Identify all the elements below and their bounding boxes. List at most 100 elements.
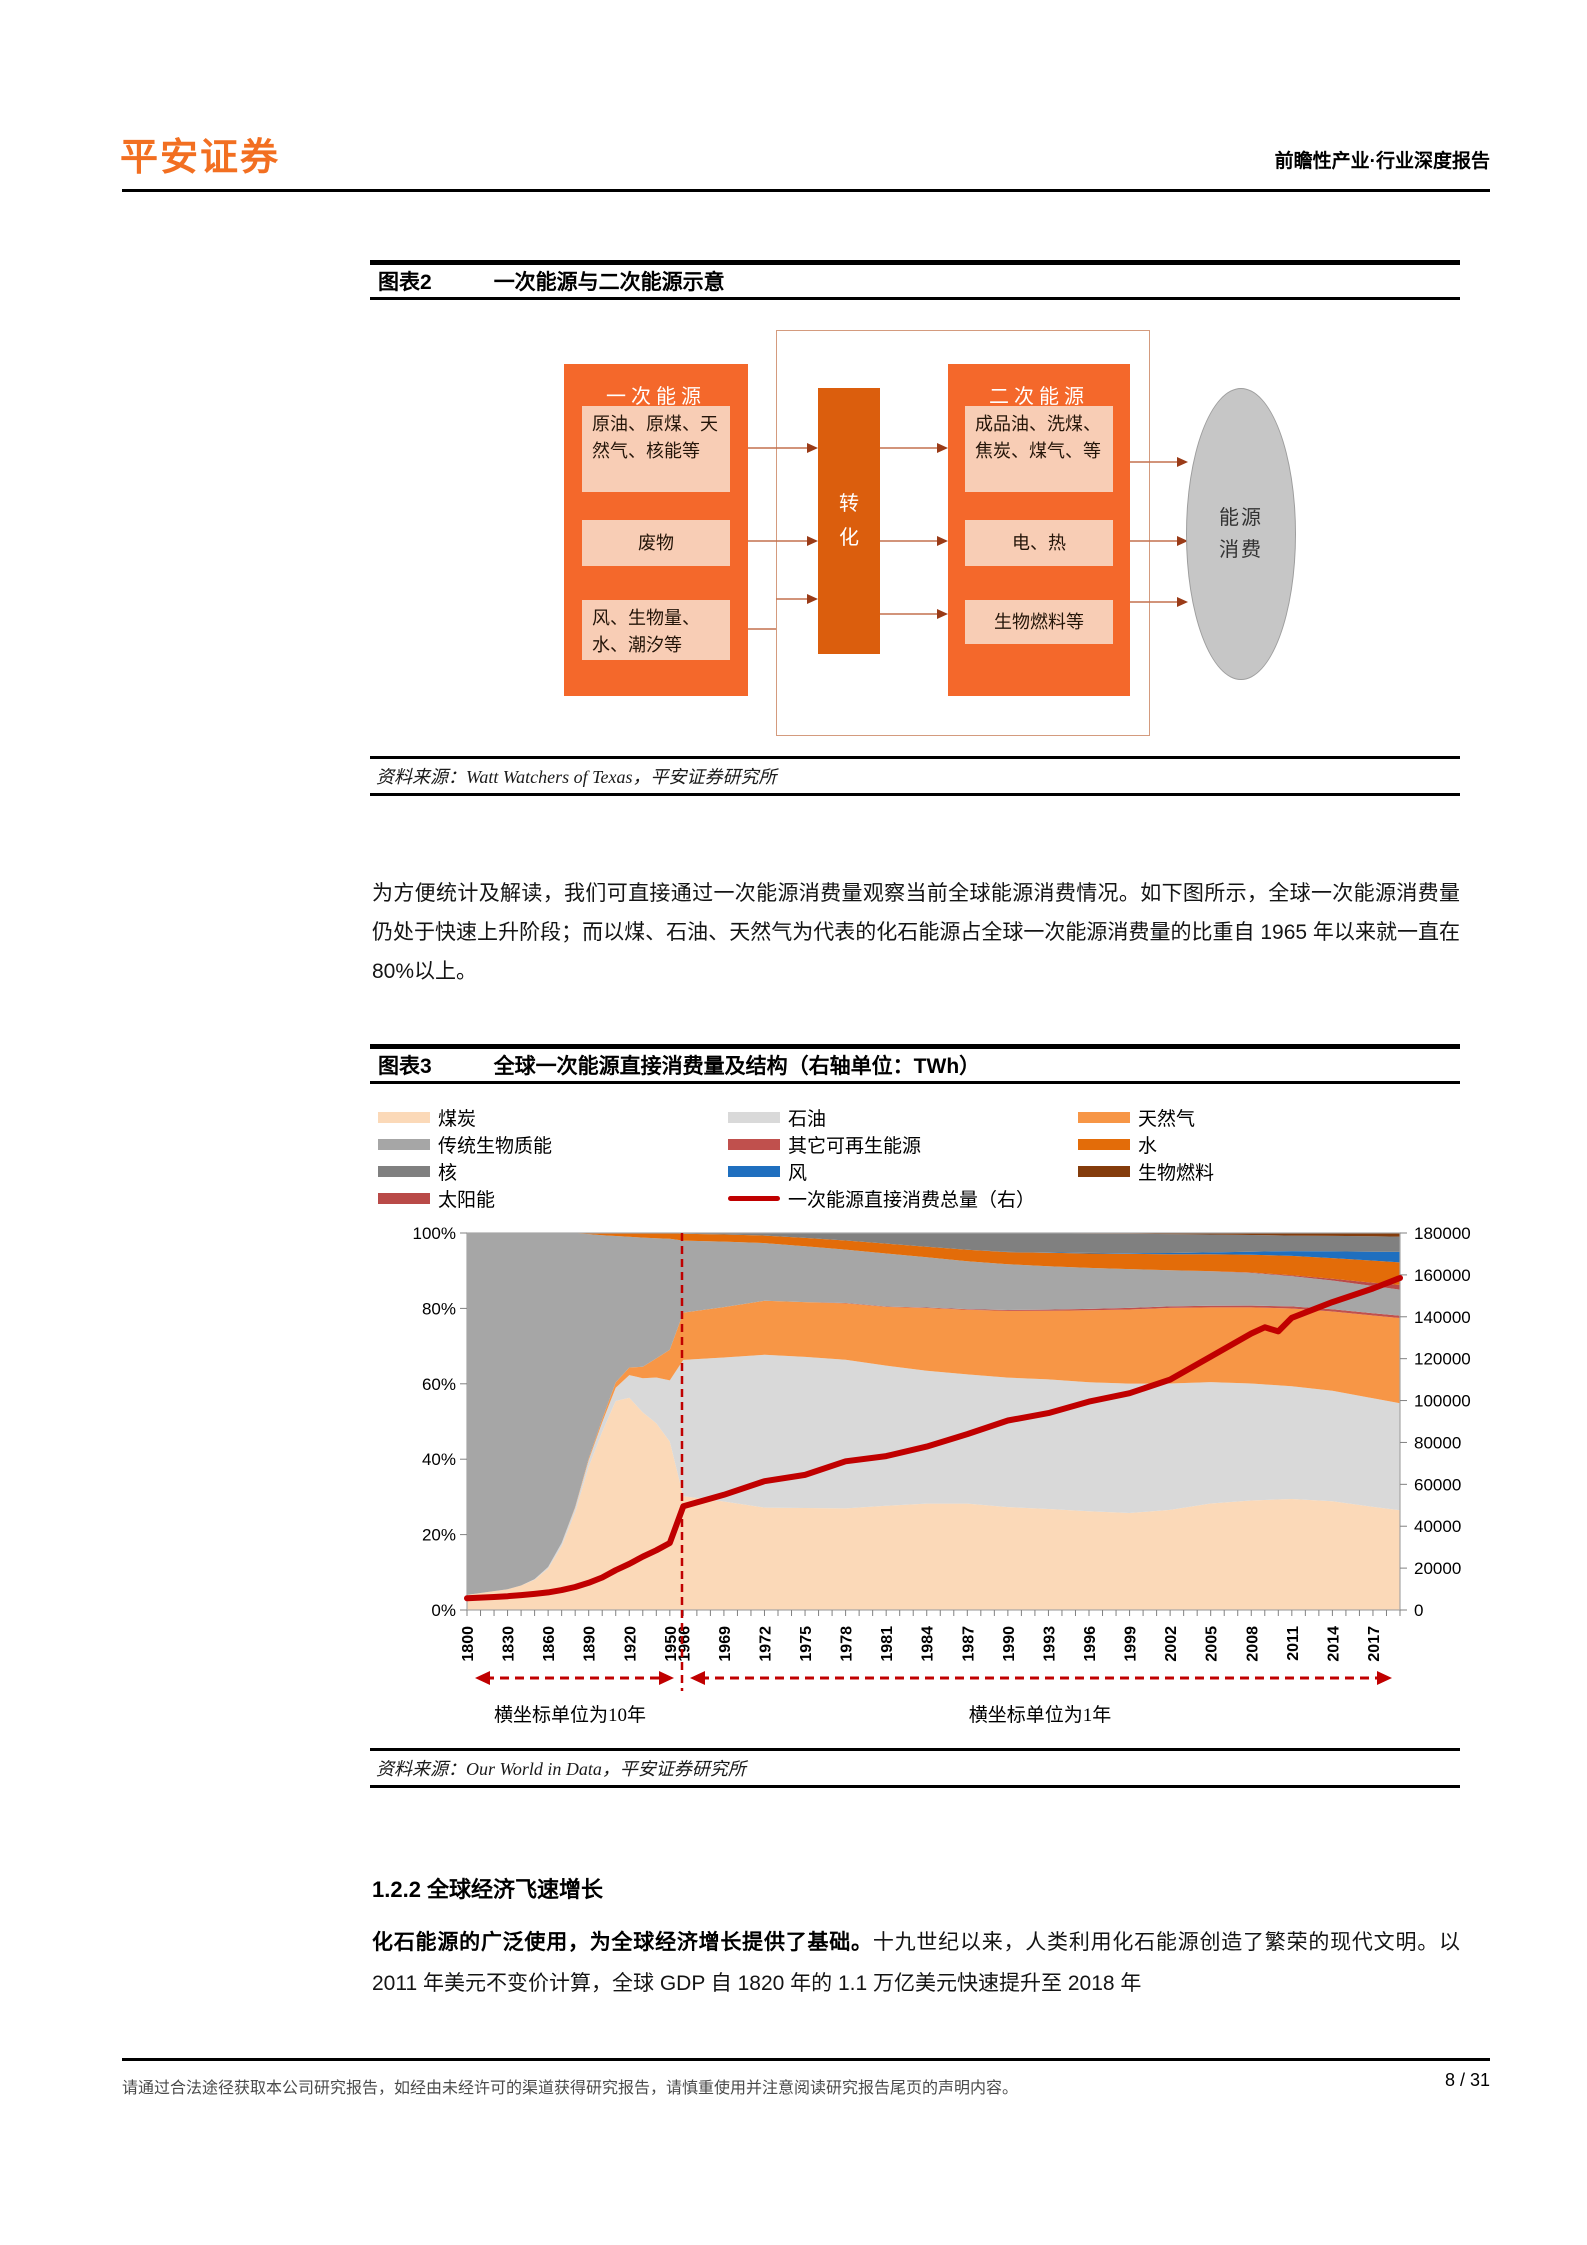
energy-consumption-ellipse: 能源消费 bbox=[1186, 388, 1296, 680]
arrowhead-right bbox=[1377, 1671, 1392, 1685]
legend-line-swatch bbox=[728, 1195, 780, 1201]
x-axis-note-left: 横坐标单位为10年 bbox=[493, 1705, 646, 1726]
y-right-tick-label: 100000 bbox=[1414, 1392, 1471, 1411]
legend-item: 生物燃料 bbox=[1078, 1160, 1215, 1184]
y-right-tick-label: 40000 bbox=[1414, 1517, 1461, 1536]
y-left-tick-label: 100% bbox=[413, 1224, 456, 1243]
figure3-source: 资料来源：Our World in Data，平安证券研究所 bbox=[370, 1748, 1460, 1788]
y-left-tick-label: 40% bbox=[422, 1450, 456, 1469]
legend-label: 石油 bbox=[788, 1108, 827, 1130]
bypass-outline bbox=[776, 330, 1150, 736]
primary-item-2: 废物 bbox=[582, 520, 730, 566]
x-tick-label: 2002 bbox=[1163, 1626, 1180, 1662]
x-tick-label: 1860 bbox=[541, 1626, 558, 1662]
legend-color-swatch bbox=[378, 1138, 430, 1150]
paragraph-2-lead: 化石能源的广泛使用，为全球经济增长提供了基础。 bbox=[372, 1931, 873, 1954]
y-right-tick-label: 160000 bbox=[1414, 1266, 1471, 1285]
brand-logo: 平安证券 bbox=[120, 137, 281, 179]
paragraph-2: 化石能源的广泛使用，为全球经济增长提供了基础。十九世纪以来，人类利用化石能源创造… bbox=[372, 1922, 1460, 2004]
legend-color-swatch bbox=[1078, 1138, 1130, 1150]
x-tick-label: 1950 bbox=[663, 1626, 680, 1662]
x-tick-label: 2017 bbox=[1366, 1626, 1383, 1662]
legend-item: 传统生物质能 bbox=[378, 1133, 553, 1157]
figure2-title-bar: 图表2 一次能源与二次能源示意 bbox=[370, 260, 1460, 300]
primary-item-3: 风、生物量、水、潮汐等 bbox=[582, 600, 730, 660]
legend-label: 水 bbox=[1138, 1135, 1158, 1157]
y-right-tick-label: 20000 bbox=[1414, 1559, 1461, 1578]
chart-legend: 煤炭传统生物质能核太阳能 石油其它可再生能源风一次能源直接消费总量（右） 天然气… bbox=[370, 1106, 1460, 1220]
legend-item: 天然气 bbox=[1078, 1106, 1214, 1130]
x-tick-label: 2011 bbox=[1285, 1626, 1302, 1661]
legend-color-swatch bbox=[1078, 1111, 1130, 1123]
primary-energy-title: 一次能源 bbox=[606, 386, 706, 408]
y-right-tick-label: 120000 bbox=[1414, 1350, 1471, 1369]
y-left-tick-label: 20% bbox=[422, 1526, 456, 1545]
total-consumption-line bbox=[464, 1275, 1403, 1602]
conversion-box: 转化 bbox=[818, 388, 880, 654]
x-tick-label: 1984 bbox=[920, 1626, 937, 1662]
area-series bbox=[467, 1233, 1400, 1254]
legend-label: 一次能源直接消费总量（右） bbox=[788, 1189, 1036, 1211]
legend-color-swatch bbox=[378, 1165, 430, 1177]
secondary-item-1: 成品油、洗煤、焦炭、煤气、等 bbox=[965, 406, 1113, 492]
figure2-source: 资料来源：Watt Watchers of Texas，平安证券研究所 bbox=[370, 756, 1460, 796]
plot-border bbox=[466, 1232, 1401, 1611]
figure3-label: 图表3 bbox=[378, 1055, 432, 1078]
report-type-label: 前瞻性产业·行业深度报告 bbox=[1274, 151, 1490, 172]
legend-color-swatch bbox=[1078, 1165, 1130, 1177]
x-tick-label: 1830 bbox=[501, 1626, 518, 1662]
y-right-tick-label: 0 bbox=[1414, 1601, 1423, 1620]
legend-color-swatch bbox=[378, 1111, 430, 1123]
footer-disclaimer: 请通过合法途径获取本公司研究报告，如经由未经许可的渠道获得研究报告，请慎重使用并… bbox=[122, 2080, 1019, 2097]
legend-label: 天然气 bbox=[1138, 1108, 1196, 1130]
x-tick-label: 2008 bbox=[1244, 1626, 1261, 1662]
secondary-item-3: 生物燃料等 bbox=[965, 600, 1113, 644]
area-series bbox=[467, 1397, 1400, 1610]
x-tick-label: 1966 bbox=[676, 1626, 693, 1662]
energy-consumption-label: 能源消费 bbox=[1219, 507, 1263, 561]
x-tick-label: 1978 bbox=[839, 1626, 856, 1662]
legend-item: 水 bbox=[1078, 1133, 1214, 1157]
legend-label: 传统生物质能 bbox=[438, 1135, 553, 1157]
legend-item: 其它可再生能源 bbox=[728, 1133, 1035, 1157]
x-tick-label: 1969 bbox=[717, 1626, 734, 1662]
figure3-title-bar: 图表3 全球一次能源直接消费量及结构（右轴单位：TWh） bbox=[370, 1044, 1460, 1084]
legend-column-3: 天然气水生物燃料 bbox=[1078, 1106, 1214, 1187]
x-tick-label: 1993 bbox=[1041, 1626, 1058, 1662]
figure3-title: 全球一次能源直接消费量及结构（右轴单位：TWh） bbox=[493, 1055, 981, 1078]
y-left-tick-label: 0% bbox=[431, 1601, 456, 1620]
figure2-title: 一次能源与二次能源示意 bbox=[493, 271, 725, 294]
y-left-tick-label: 80% bbox=[422, 1299, 456, 1318]
legend-item: 太阳能 bbox=[378, 1187, 552, 1211]
diagram-connectors bbox=[748, 443, 1188, 630]
legend-item: 石油 bbox=[728, 1106, 1035, 1130]
x-tick-label: 1987 bbox=[960, 1626, 977, 1662]
legend-label: 太阳能 bbox=[438, 1189, 496, 1211]
y-right-tick-label: 60000 bbox=[1414, 1475, 1461, 1494]
x-tick-label: 1990 bbox=[1001, 1626, 1018, 1662]
legend-label: 生物燃料 bbox=[1138, 1162, 1215, 1184]
legend-column-2: 石油其它可再生能源风一次能源直接消费总量（右） bbox=[728, 1106, 1035, 1214]
area-series bbox=[467, 1233, 1400, 1237]
primary-item-1: 原油、原煤、天然气、核能等 bbox=[582, 406, 730, 492]
x-tick-label: 1920 bbox=[622, 1626, 639, 1662]
legend-item: 煤炭 bbox=[378, 1106, 552, 1130]
legend-label: 核 bbox=[438, 1162, 458, 1184]
x-tick-label: 1981 bbox=[879, 1626, 896, 1662]
legend-label: 其它可再生能源 bbox=[788, 1135, 922, 1157]
legend-color-swatch bbox=[728, 1138, 780, 1150]
x-tick-label: 1800 bbox=[460, 1626, 477, 1662]
x-tick-label: 1975 bbox=[798, 1626, 815, 1662]
area-series bbox=[467, 1354, 1400, 1595]
header-divider bbox=[122, 189, 1490, 192]
x-tick-label: 1890 bbox=[582, 1626, 599, 1662]
legend-item: 风 bbox=[728, 1160, 1035, 1184]
section-heading: 1.2.2 全球经济飞速增长 bbox=[372, 1877, 604, 1902]
x-tick-label: 1999 bbox=[1123, 1626, 1140, 1662]
legend-color-swatch bbox=[378, 1192, 430, 1204]
legend-color-swatch bbox=[728, 1111, 780, 1123]
legend-label: 风 bbox=[788, 1162, 808, 1184]
x-tick-label: 1996 bbox=[1082, 1626, 1099, 1662]
figure2-label: 图表2 bbox=[378, 271, 432, 294]
